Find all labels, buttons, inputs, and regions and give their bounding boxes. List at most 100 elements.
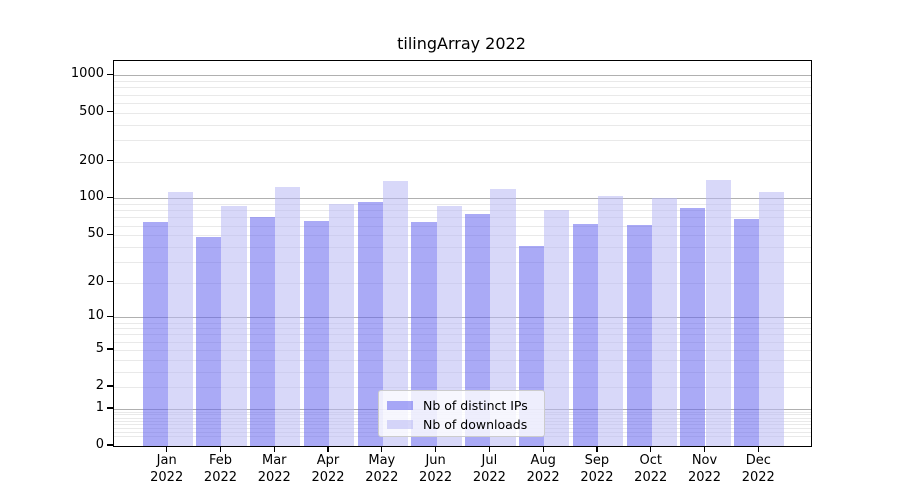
gridline-minor xyxy=(114,282,811,284)
gridline-major xyxy=(114,75,811,77)
x-tick-mark xyxy=(757,446,759,452)
gridline-minor xyxy=(114,124,811,126)
x-tick-mark xyxy=(650,446,652,452)
y-tick-label: 20 xyxy=(87,273,104,289)
x-tick-year: 2022 xyxy=(311,470,345,485)
gridline-minor xyxy=(114,81,811,83)
y-tick-mark xyxy=(106,348,113,350)
x-tick-label: Sep 2022 xyxy=(569,452,625,486)
x-tick-mark xyxy=(219,446,222,452)
x-tick-mark xyxy=(381,446,383,452)
gridline-minor xyxy=(114,210,811,212)
gridline-minor xyxy=(114,87,811,89)
y-tick-mark xyxy=(106,110,113,113)
downloads-bar-apr xyxy=(329,204,355,446)
ips-bar-apr xyxy=(303,221,330,446)
y-tick-mark xyxy=(106,444,113,446)
legend-item-downloads: Nb of downloads xyxy=(387,415,536,434)
gridline-minor xyxy=(114,94,811,96)
x-tick-mark xyxy=(488,446,491,452)
downloads-bar-oct xyxy=(651,197,677,446)
downloads-bar-mar xyxy=(275,187,301,446)
y-tick-label: 200 xyxy=(79,152,104,168)
y-tick-mark xyxy=(106,159,113,162)
y-tick-label: 0 xyxy=(95,437,104,452)
gridline-minor xyxy=(114,102,811,104)
legend-swatch-ips-icon xyxy=(387,401,413,410)
x-tick-month: Apr xyxy=(316,453,340,468)
y-tick-mark xyxy=(106,385,113,387)
x-tick-mark xyxy=(703,446,706,452)
downloads-bar-feb xyxy=(221,206,247,446)
plot-area xyxy=(113,60,812,447)
gridline-minor xyxy=(114,341,811,343)
gridline-minor xyxy=(114,225,811,227)
gridline-minor xyxy=(114,204,811,206)
gridline-minor xyxy=(114,235,811,237)
gridline-minor xyxy=(114,328,811,330)
ips-bar-nov xyxy=(680,207,706,446)
x-tick-label: Apr 2022 xyxy=(300,452,356,486)
x-tick-mark xyxy=(434,446,437,452)
x-tick-year: 2022 xyxy=(150,470,184,485)
y-tick-label: 5 xyxy=(95,340,104,356)
x-tick-year: 2022 xyxy=(472,470,506,485)
gridline-minor xyxy=(114,334,811,336)
x-tick-label: Nov 2022 xyxy=(677,452,733,486)
ips-bar-mar xyxy=(250,216,276,446)
legend-item-distinct-ips: Nb of distinct IPs xyxy=(387,396,536,415)
gridline-minor xyxy=(114,349,811,351)
x-tick-label: Dec 2022 xyxy=(730,452,786,486)
x-tick-label: May 2022 xyxy=(354,452,410,486)
gridline-minor xyxy=(114,217,811,219)
x-tick-mark xyxy=(166,446,168,452)
downloads-bar-sep xyxy=(597,195,624,446)
x-tick-month: Feb xyxy=(208,453,232,468)
gridline-major xyxy=(114,198,811,200)
x-tick-month: Oct xyxy=(639,453,662,468)
gridline-minor xyxy=(114,371,811,373)
y-tick-mark xyxy=(106,73,113,76)
downloads-bar-dec xyxy=(759,191,785,446)
x-tick-label: Feb 2022 xyxy=(192,452,248,486)
y-tick-mark xyxy=(106,196,113,199)
x-tick-year: 2022 xyxy=(203,470,238,485)
x-tick-mark xyxy=(273,446,275,452)
chart-title: tilingArray 2022 xyxy=(397,34,526,53)
y-tick-mark xyxy=(106,407,113,409)
x-tick-label: Jan 2022 xyxy=(139,452,195,486)
gridline-major xyxy=(114,317,811,319)
downloads-bar-nov xyxy=(705,180,731,446)
gridline-minor xyxy=(114,246,811,248)
legend-label: Nb of distinct IPs xyxy=(423,398,528,413)
x-tick-month: Nov xyxy=(691,453,718,468)
downloads-bar-aug xyxy=(544,210,570,446)
x-tick-month: Jun xyxy=(425,453,446,468)
y-tick-mark xyxy=(106,315,113,318)
gridline-minor xyxy=(114,359,811,361)
x-tick-month: Jul xyxy=(481,453,498,468)
gridline-minor xyxy=(114,387,811,389)
x-tick-label: Aug 2022 xyxy=(515,452,571,486)
x-tick-label: Oct 2022 xyxy=(623,452,679,486)
x-tick-year: 2022 xyxy=(257,470,291,485)
ips-bar-sep xyxy=(572,223,598,446)
gridline-minor xyxy=(114,322,811,324)
legend-swatch-downloads-icon xyxy=(387,420,413,429)
x-tick-label: Mar 2022 xyxy=(246,452,302,486)
x-tick-month: May xyxy=(368,453,396,468)
y-tick-label: 50 xyxy=(87,226,104,242)
y-tick-label: 10 xyxy=(87,308,104,324)
gridline-minor xyxy=(114,161,811,163)
y-tick-label: 2 xyxy=(95,378,104,394)
x-tick-year: 2022 xyxy=(687,470,722,485)
x-tick-mark xyxy=(596,446,598,452)
x-tick-month: Aug xyxy=(530,453,556,468)
x-tick-year: 2022 xyxy=(526,470,560,485)
gridline-minor xyxy=(114,261,811,263)
y-tick-label: 1000 xyxy=(70,66,104,82)
x-tick-year: 2022 xyxy=(634,470,668,485)
x-tick-month: Sep xyxy=(584,453,610,468)
x-tick-month: Mar xyxy=(261,453,287,468)
